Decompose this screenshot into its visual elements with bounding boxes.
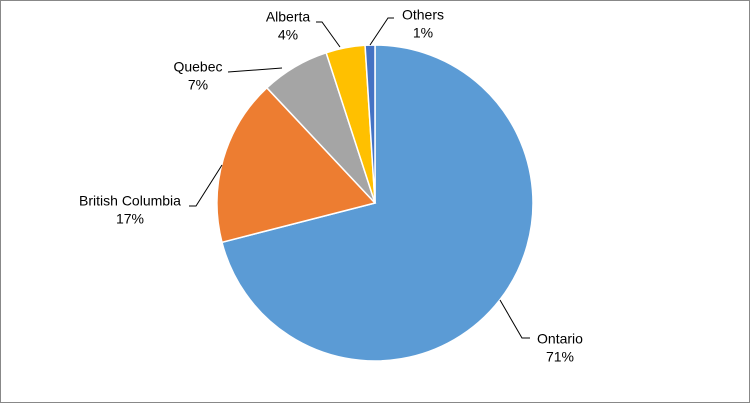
slice-label-value: 17% [116, 211, 144, 227]
slice-label-name: Alberta [266, 9, 311, 25]
slice-label-name: Others [402, 7, 444, 23]
slice-label-value: 7% [188, 77, 208, 93]
pie-slice [364, 44, 376, 204]
slice-label-value: 71% [546, 349, 574, 365]
leader-line [316, 21, 341, 48]
leader-line [227, 67, 283, 73]
slice-label-name: Quebec [173, 59, 222, 75]
leader-line [189, 164, 223, 207]
slice-label-name: Ontario [537, 331, 583, 347]
slice-label-value: 4% [278, 27, 298, 43]
leader-line [499, 299, 530, 339]
pie-slice [216, 86, 377, 244]
slice-label-name: British Columbia [79, 193, 181, 209]
pie-slice [221, 44, 534, 362]
leader-line [369, 17, 394, 46]
slice-label-value: 1% [413, 25, 433, 41]
